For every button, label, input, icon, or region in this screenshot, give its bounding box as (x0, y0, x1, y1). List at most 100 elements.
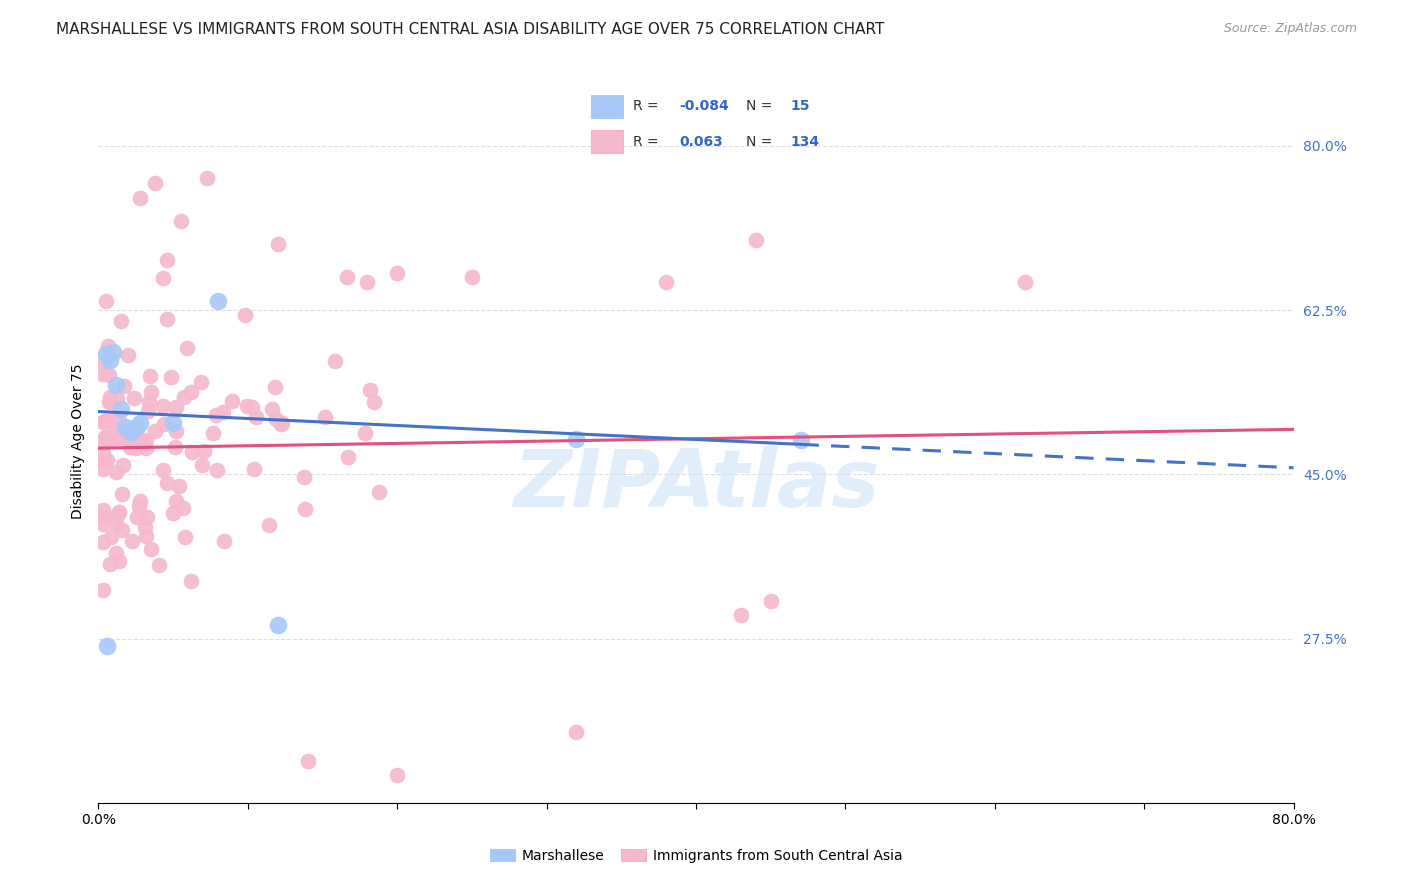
Point (111, 487, 134, 501)
Point (195, 170, 218, 185)
Point (94, 414, 117, 428)
Point (129, 416, 152, 430)
Point (134, 520, 156, 534)
Point (243, 461, 266, 475)
Point (162, 416, 184, 430)
Point (141, 542, 163, 557)
Point (105, 378, 128, 392)
Point (385, 266, 409, 280)
Point (789, 433, 811, 447)
Point (180, 384, 202, 399)
Point (173, 390, 195, 404)
Point (176, 341, 198, 355)
Point (156, 311, 179, 326)
Point (257, 518, 280, 533)
Bar (591, 95, 623, 118)
Point (117, 348, 139, 362)
Point (91, 583, 114, 598)
Point (143, 424, 166, 438)
Point (221, 394, 243, 409)
Point (104, 465, 127, 479)
Point (122, 392, 145, 406)
Point (212, 404, 235, 418)
Point (91, 462, 114, 476)
Point (136, 404, 159, 418)
Point (173, 530, 195, 544)
Point (297, 754, 319, 768)
Point (262, 401, 284, 416)
Point (180, 445, 202, 459)
Point (159, 370, 181, 384)
Point (111, 458, 134, 473)
Point (111, 523, 134, 537)
Point (270, 416, 292, 430)
Point (201, 426, 224, 441)
Point (110, 401, 132, 416)
Point (205, 463, 228, 477)
Point (135, 442, 157, 456)
Point (245, 410, 267, 425)
Text: Source: ZipAtlas.com: Source: ZipAtlas.com (1223, 22, 1357, 36)
Point (128, 494, 150, 508)
Point (94, 347, 117, 361)
Point (103, 345, 125, 359)
Point (165, 440, 187, 454)
Point (96, 430, 118, 444)
Point (385, 767, 409, 781)
Point (461, 270, 484, 285)
Point (136, 510, 159, 524)
Point (165, 425, 187, 439)
Point (108, 505, 131, 519)
Point (114, 420, 136, 434)
Point (120, 425, 142, 439)
Point (112, 379, 135, 393)
Point (91, 503, 114, 517)
Point (152, 271, 174, 285)
Point (91, 535, 114, 549)
Text: -0.084: -0.084 (679, 99, 730, 113)
Point (97, 368, 120, 382)
Point (263, 380, 285, 394)
Point (165, 494, 187, 508)
Point (94, 436, 117, 450)
Point (565, 432, 588, 446)
Point (105, 517, 128, 532)
Y-axis label: Disability Age Over 75: Disability Age Over 75 (70, 364, 84, 519)
Point (314, 410, 336, 425)
Point (135, 434, 157, 448)
Point (125, 420, 148, 434)
Point (205, 408, 228, 422)
Point (91, 447, 114, 461)
Point (96, 293, 118, 308)
Text: R =: R = (633, 135, 666, 149)
Point (180, 574, 202, 589)
Point (759, 594, 782, 608)
Point (323, 354, 346, 368)
Point (91, 453, 114, 467)
Point (169, 214, 191, 228)
Point (120, 440, 142, 454)
Point (359, 384, 381, 398)
Point (131, 435, 153, 450)
Point (294, 501, 316, 516)
Point (162, 506, 184, 520)
Point (105, 546, 128, 560)
Point (97, 339, 120, 353)
Point (236, 399, 259, 413)
Point (152, 463, 174, 477)
Point (98, 395, 121, 409)
Point (363, 395, 385, 409)
Point (264, 412, 287, 426)
Point (135, 529, 157, 543)
Point (93, 356, 115, 370)
Point (96, 510, 118, 524)
Point (129, 190, 152, 204)
Point (267, 617, 290, 632)
Point (91, 454, 114, 468)
Point (127, 510, 149, 524)
Point (1014, 275, 1036, 289)
Point (165, 400, 187, 414)
Point (91, 516, 114, 531)
Point (270, 417, 292, 431)
Point (212, 533, 235, 548)
